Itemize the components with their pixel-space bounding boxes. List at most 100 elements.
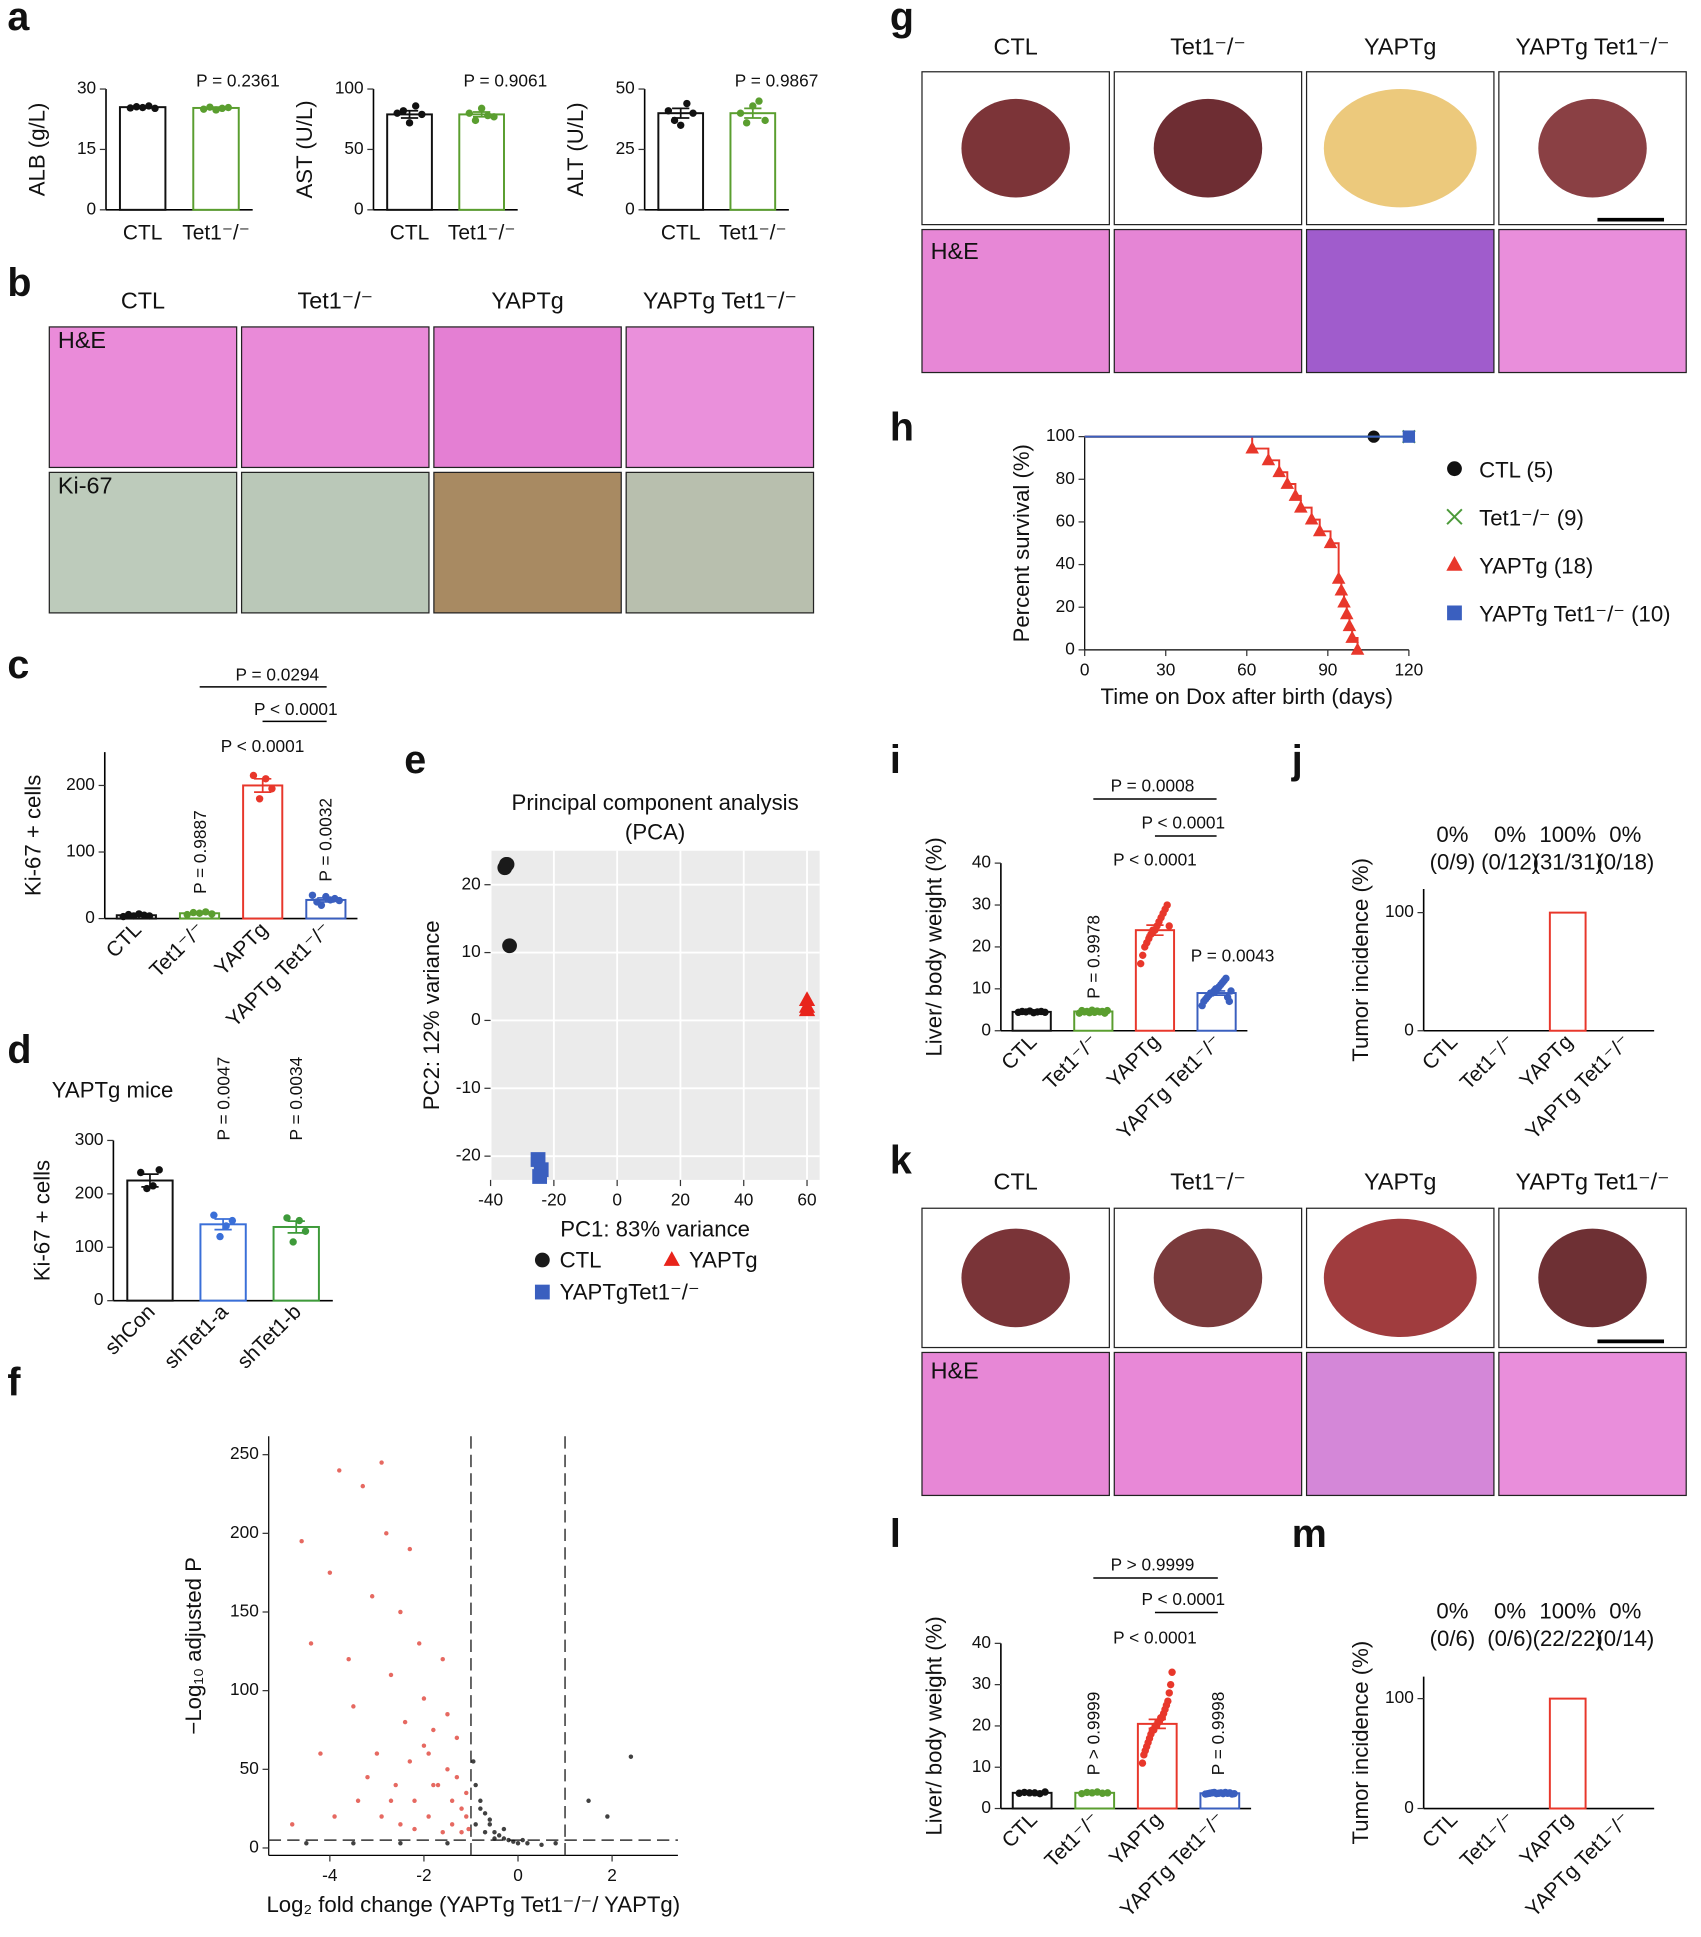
data-point xyxy=(379,1460,384,1465)
x-tick-label: CTL xyxy=(123,221,163,244)
y-tick-label: 40 xyxy=(972,1632,991,1652)
data-point xyxy=(440,1830,445,1835)
column-header: YAPTg Tet1⁻/⁻ xyxy=(643,287,797,313)
x-tick-label: -4 xyxy=(322,1865,338,1885)
liver-photo xyxy=(1153,1228,1263,1328)
data-point xyxy=(398,1822,403,1827)
x-tick-label: Tet1⁻/⁻ xyxy=(1039,1030,1103,1094)
p-value: P > 0.9999 xyxy=(1083,1692,1103,1776)
data-point xyxy=(473,1782,478,1788)
data-point xyxy=(137,1168,145,1177)
p-value: P < 0.0001 xyxy=(221,736,305,756)
data-point xyxy=(445,1712,450,1717)
count-label: (22/22) xyxy=(1533,1626,1603,1651)
data-point xyxy=(318,1751,323,1756)
data-point xyxy=(155,1166,163,1174)
y-tick-label: 20 xyxy=(972,1715,991,1735)
data-point xyxy=(1288,488,1303,501)
y-tick-label: 0 xyxy=(981,1019,991,1039)
x-axis-label: Log₂ fold change (YAPTg Tet1⁻/⁻/ YAPTg) xyxy=(266,1892,680,1917)
image-tile xyxy=(1305,1351,1495,1497)
y-tick-label: 200 xyxy=(66,774,95,794)
data-point xyxy=(496,1833,502,1838)
data-point xyxy=(268,785,276,793)
data-point xyxy=(532,1169,548,1184)
x-axis-label: PC1: 83% variance xyxy=(560,1217,750,1242)
data-point xyxy=(677,121,685,129)
image-tile xyxy=(240,326,430,469)
y-axis-label: Ki-67 + cells xyxy=(21,775,46,896)
data-point xyxy=(249,771,258,780)
data-point xyxy=(435,1782,441,1788)
y-tick-label: 20 xyxy=(462,873,481,893)
row-label: Ki-67 xyxy=(58,472,113,498)
y-tick-label: 10 xyxy=(972,977,991,997)
data-point xyxy=(482,1811,488,1816)
y-tick-label: 0 xyxy=(1404,1797,1414,1817)
x-tick-label: 60 xyxy=(1237,659,1256,679)
bar xyxy=(386,113,433,211)
data-point xyxy=(189,908,198,917)
x-tick-label: 2 xyxy=(607,1865,617,1885)
data-point xyxy=(1334,583,1349,596)
y-axis-label: Percent survival (%) xyxy=(1009,444,1034,642)
p-value: P < 0.0001 xyxy=(1113,850,1197,870)
data-point xyxy=(539,1842,544,1848)
value-label: 0% xyxy=(1609,1599,1641,1624)
panel-label: g xyxy=(890,0,914,39)
y-tick-label: 60 xyxy=(1056,510,1075,530)
count-label: (0/12) xyxy=(1481,849,1539,874)
data-point xyxy=(398,1841,403,1846)
row-label: H&E xyxy=(931,238,979,264)
p-value: P = 0.0047 xyxy=(213,1057,233,1141)
image-tile xyxy=(1498,1351,1687,1497)
x-tick-label: 0 xyxy=(612,1189,622,1209)
column-header: YAPTg xyxy=(1364,34,1436,60)
data-point xyxy=(1165,922,1173,930)
data-point xyxy=(393,109,401,117)
data-point xyxy=(1138,1759,1147,1767)
data-point xyxy=(1164,1697,1172,1705)
data-point xyxy=(492,1830,497,1835)
x-tick-label: shTet1-b xyxy=(233,1300,306,1373)
p-value: P > 0.9999 xyxy=(1111,1555,1195,1575)
x-tick-label: Tet1⁻/⁻ xyxy=(1456,1808,1520,1872)
y-tick-label: 100 xyxy=(1385,901,1414,921)
data-point xyxy=(337,1468,342,1473)
data-point xyxy=(301,1227,310,1235)
data-point xyxy=(1136,959,1145,968)
data-point xyxy=(471,116,480,125)
panel-label: c xyxy=(7,643,29,687)
data-point xyxy=(490,113,498,121)
y-tick-label: 10 xyxy=(462,941,481,961)
data-point xyxy=(1323,535,1338,549)
data-point xyxy=(201,908,210,916)
data-point xyxy=(628,1754,634,1759)
legend-marker xyxy=(1447,605,1462,621)
data-point xyxy=(402,1719,408,1725)
value-label: 0% xyxy=(1494,1599,1526,1624)
data-point xyxy=(670,116,679,125)
y-tick-label: 0 xyxy=(471,1009,481,1029)
data-point xyxy=(459,1830,464,1835)
y-tick-label: 0 xyxy=(981,1797,991,1817)
data-point xyxy=(1103,1006,1112,1015)
data-point xyxy=(384,1531,389,1536)
data-point xyxy=(132,103,141,111)
data-point xyxy=(1331,571,1346,584)
data-point xyxy=(388,1798,394,1803)
y-tick-label: 100 xyxy=(75,1236,104,1256)
data-point xyxy=(1103,1789,1112,1797)
data-point xyxy=(283,1214,291,1222)
image-tile xyxy=(433,471,622,614)
y-tick-label: 250 xyxy=(230,1443,259,1463)
bar xyxy=(272,1225,320,1302)
data-point xyxy=(1225,997,1234,1006)
y-tick-label: 15 xyxy=(77,138,96,158)
data-point xyxy=(218,104,226,113)
data-point xyxy=(484,111,492,120)
data-point xyxy=(1222,974,1230,983)
data-point xyxy=(208,910,216,918)
panel-label: a xyxy=(7,0,30,39)
